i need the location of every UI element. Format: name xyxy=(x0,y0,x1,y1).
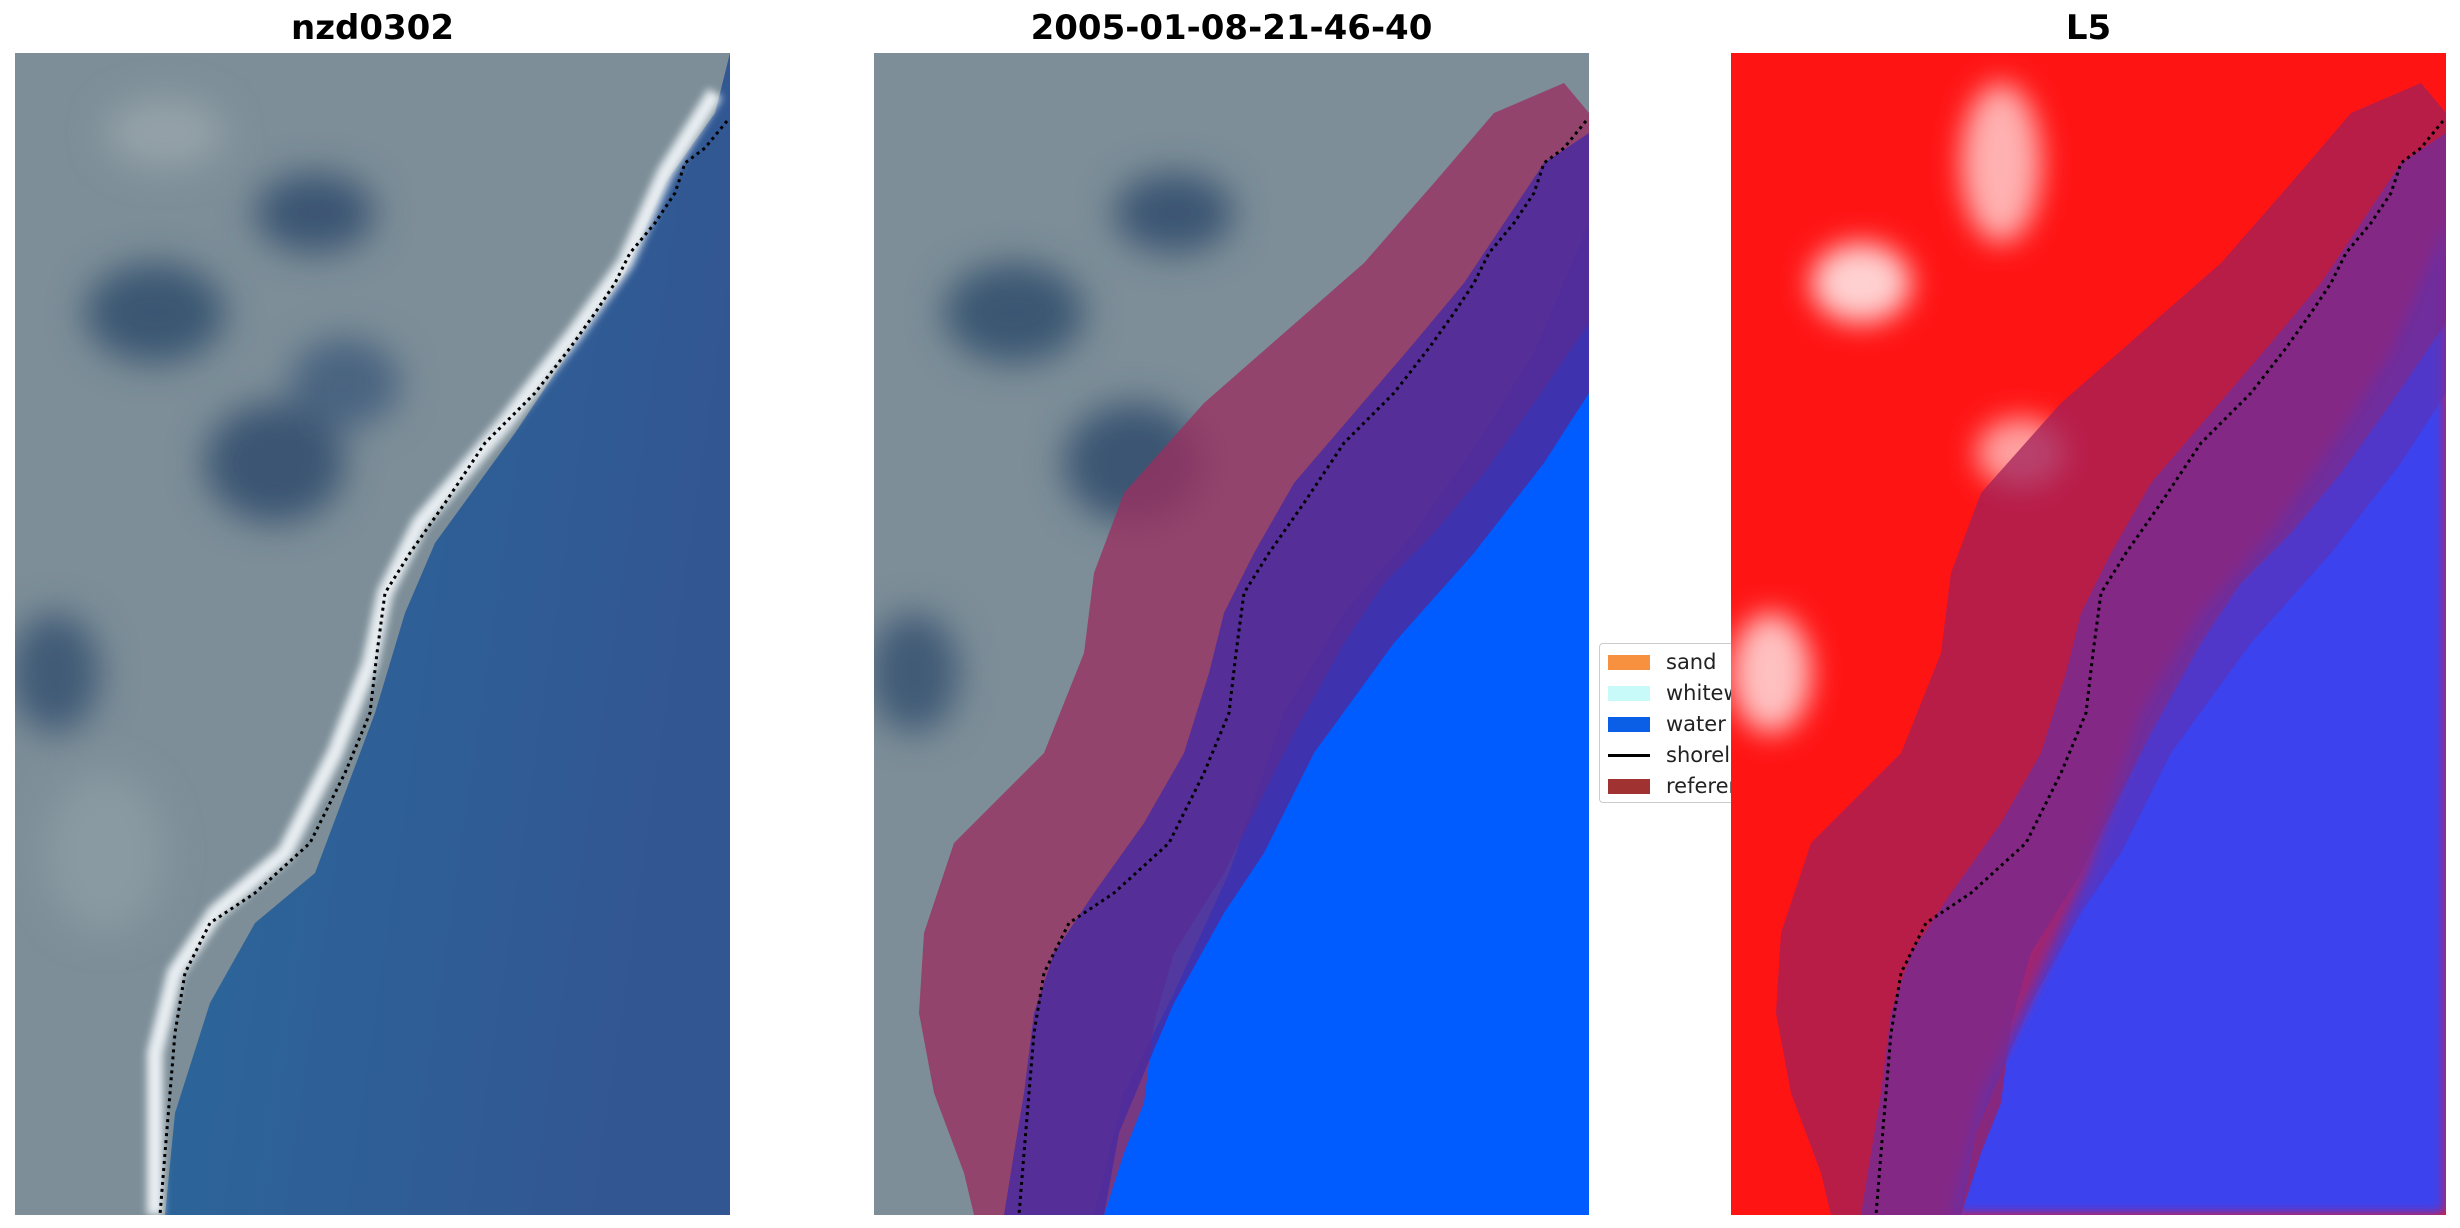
panel-title-index: L5 xyxy=(2065,8,2112,48)
index-buffer-water xyxy=(1861,133,2446,1215)
rgb-image xyxy=(15,53,730,1215)
panel-title-classified: 2005-01-08-21-46-40 xyxy=(1030,8,1433,48)
panel-title-rgb: nzd0302 xyxy=(291,8,454,48)
water-swatch xyxy=(1608,716,1650,732)
vegetation-patches-2 xyxy=(874,173,1234,733)
index-image xyxy=(1731,53,2446,1215)
whitewater-swatch xyxy=(1608,685,1650,701)
rgb-image-panel xyxy=(15,53,730,1215)
classified-image xyxy=(874,53,1589,1215)
water-in-buffer xyxy=(1004,133,1589,1215)
sand-swatch xyxy=(1608,654,1650,670)
reference-buffer-swatch xyxy=(1608,778,1650,794)
shoreline-line xyxy=(158,120,729,1215)
classified-image-panel xyxy=(874,53,1589,1215)
beach-strip xyxy=(147,88,722,1215)
index-image-panel xyxy=(1731,53,2446,1215)
ocean-area xyxy=(165,53,730,1215)
shoreline-swatch xyxy=(1608,753,1650,757)
vegetation-patches xyxy=(15,98,400,933)
legend-label: sand xyxy=(1666,650,1717,674)
legend-label: water xyxy=(1666,712,1726,736)
legend-item-water: water xyxy=(1608,711,1726,737)
legend-item-sand: sand xyxy=(1608,649,1716,675)
shoreline-line-3 xyxy=(1874,120,2445,1215)
shoreline-line-2 xyxy=(1017,120,1588,1215)
